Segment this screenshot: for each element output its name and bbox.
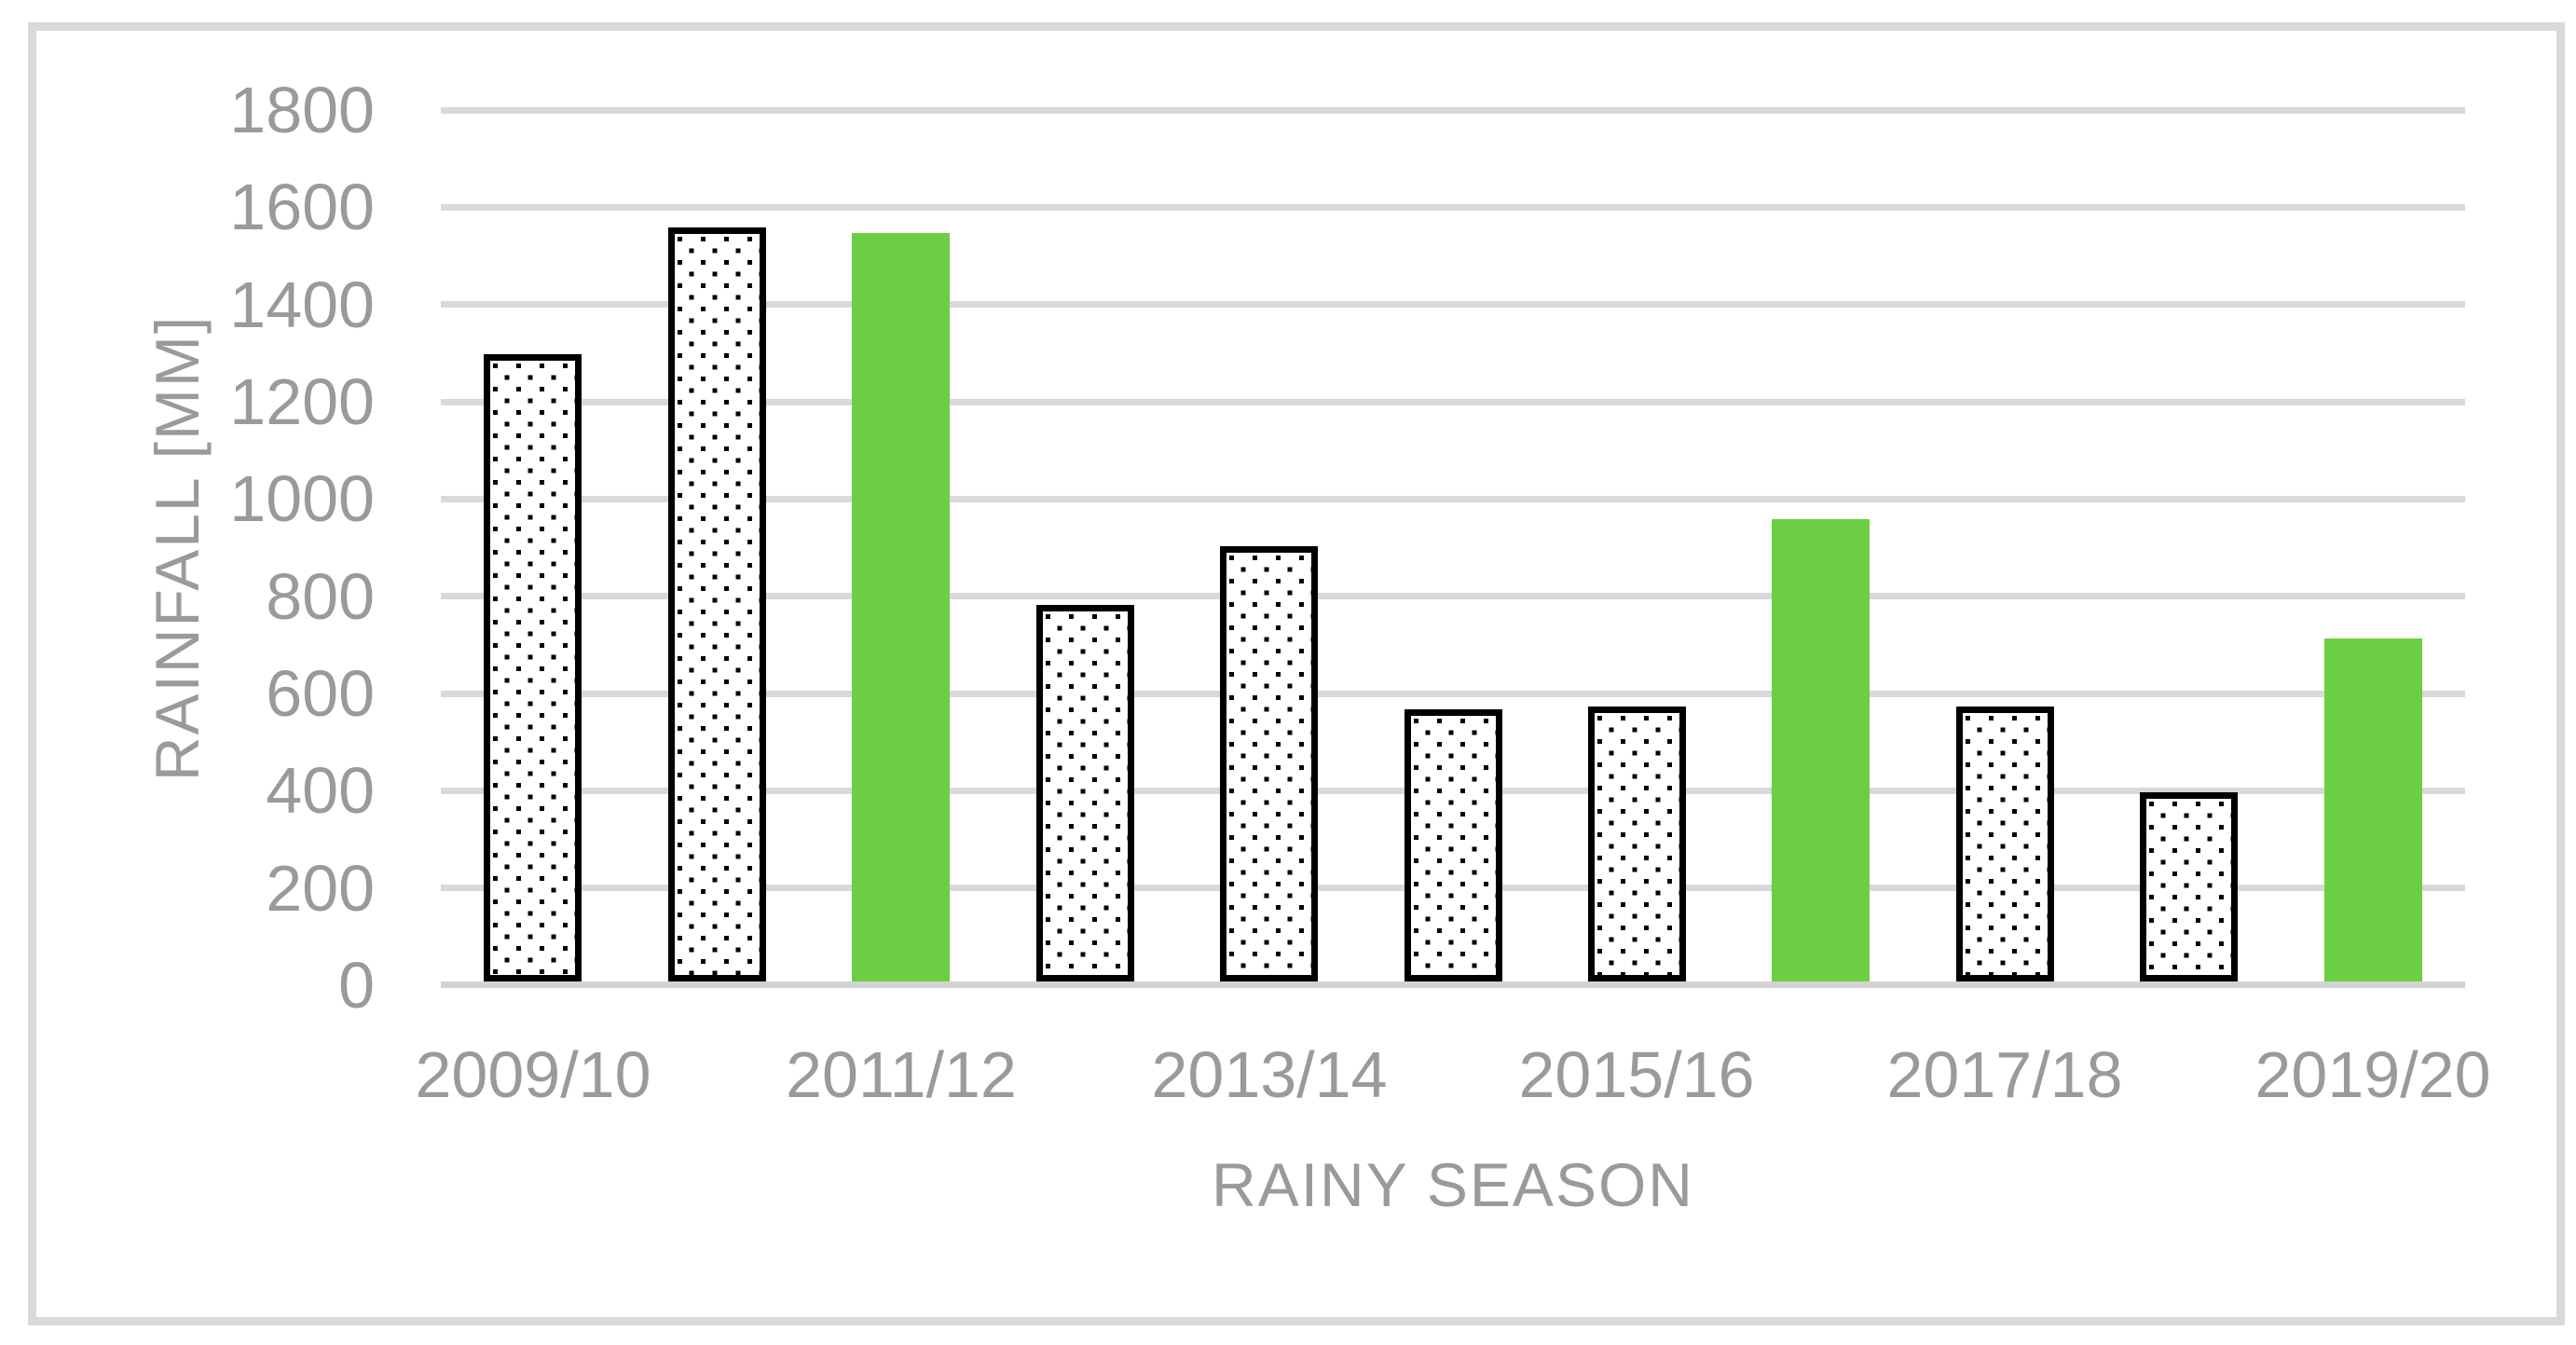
bar-2013-14 [1220,546,1318,981]
x-tick-label-2013-14: 2013/14 [1151,1038,1388,1111]
y-tick-label-200: 200 [266,852,375,925]
bar-2016-17 [1772,519,1870,981]
y-tick-label-1600: 1600 [229,171,375,243]
x-axis-title: RAINY SEASON [1212,1150,1694,1219]
dot-pattern-fill [1411,716,1496,975]
gridline-800 [441,593,2465,599]
dot-pattern-fill [1043,611,1128,975]
y-tick-label-400: 400 [266,754,375,827]
x-tick-label-2015-16: 2015/16 [1518,1038,1755,1111]
bar-2012-13 [1036,605,1134,981]
y-tick-label-1000: 1000 [229,462,375,535]
dot-pattern-fill [1226,553,1311,975]
dot-pattern-fill [1963,713,2048,975]
y-tick-label-1200: 1200 [229,365,375,438]
dot-pattern-fill [490,361,575,975]
bar-2011-12 [852,233,950,981]
y-tick-label-600: 600 [266,657,375,730]
bar-2014-15 [1404,709,1502,981]
bar-2019-20 [2324,638,2422,981]
bar-2015-16 [1588,707,1686,981]
bar-2009-10 [484,354,582,981]
y-tick-label-1800: 1800 [229,74,375,146]
gridline-600 [441,691,2465,697]
bar-2018-19 [2140,792,2238,981]
gridline-1400 [441,301,2465,308]
x-tick-label-2019-20: 2019/20 [2254,1038,2491,1111]
x-tick-label-2009-10: 2009/10 [415,1038,651,1111]
x-axis-line [441,981,2465,988]
gridline-1800 [441,107,2465,114]
plot-area [441,107,2465,988]
gridline-1200 [441,399,2465,405]
dot-pattern-fill [675,234,760,975]
y-tick-label-800: 800 [266,560,375,633]
y-tick-label-0: 0 [338,949,375,1022]
y-tick-label-1400: 1400 [229,268,375,341]
x-tick-label-2017-18: 2017/18 [1886,1038,2123,1111]
gridline-1600 [441,204,2465,211]
dot-pattern-fill [2146,799,2231,975]
x-tick-label-2011-12: 2011/12 [786,1038,1017,1111]
dot-pattern-fill [1595,713,1679,975]
bar-2010-11 [668,227,766,981]
gridline-1000 [441,496,2465,502]
bar-2017-18 [1956,707,2054,981]
